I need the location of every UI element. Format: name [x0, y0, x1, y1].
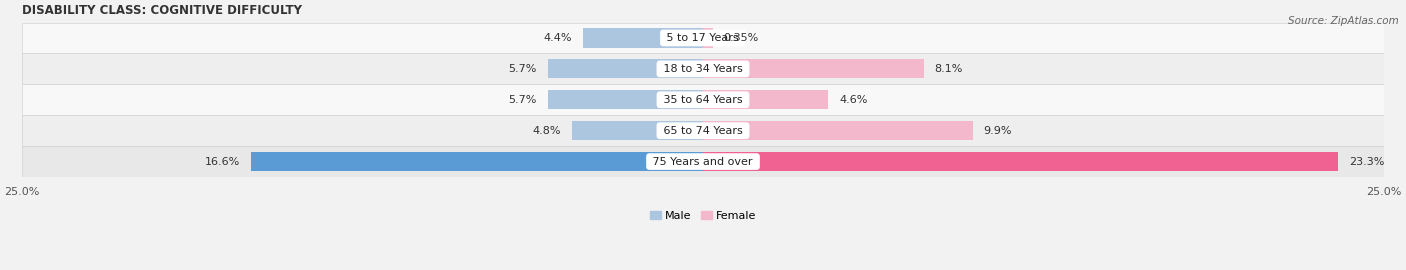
Bar	[22, 53, 1384, 84]
Text: Source: ZipAtlas.com: Source: ZipAtlas.com	[1288, 16, 1399, 26]
Bar	[703, 28, 713, 48]
Text: 5.7%: 5.7%	[509, 95, 537, 105]
Bar	[703, 152, 1339, 171]
Text: DISABILITY CLASS: COGNITIVE DIFFICULTY: DISABILITY CLASS: COGNITIVE DIFFICULTY	[22, 4, 302, 17]
Bar	[548, 59, 703, 79]
Text: 75 Years and over: 75 Years and over	[650, 157, 756, 167]
Text: 8.1%: 8.1%	[935, 64, 963, 74]
Text: 23.3%: 23.3%	[1348, 157, 1384, 167]
Bar	[250, 152, 703, 171]
Text: 4.8%: 4.8%	[533, 126, 561, 136]
Legend: Male, Female: Male, Female	[645, 207, 761, 225]
Text: 9.9%: 9.9%	[984, 126, 1012, 136]
Text: 0.35%: 0.35%	[724, 33, 759, 43]
Text: 18 to 34 Years: 18 to 34 Years	[659, 64, 747, 74]
Text: 5 to 17 Years: 5 to 17 Years	[664, 33, 742, 43]
Bar	[583, 28, 703, 48]
Text: 4.4%: 4.4%	[544, 33, 572, 43]
Bar	[22, 84, 1384, 115]
Text: 5.7%: 5.7%	[509, 64, 537, 74]
Bar	[22, 22, 1384, 53]
Text: 65 to 74 Years: 65 to 74 Years	[659, 126, 747, 136]
Bar	[22, 115, 1384, 146]
Bar	[703, 90, 828, 109]
Text: 16.6%: 16.6%	[204, 157, 240, 167]
Bar	[22, 146, 1384, 177]
Text: 35 to 64 Years: 35 to 64 Years	[659, 95, 747, 105]
Bar	[548, 90, 703, 109]
Bar	[703, 59, 924, 79]
Text: 4.6%: 4.6%	[839, 95, 868, 105]
Bar	[572, 121, 703, 140]
Bar	[703, 121, 973, 140]
